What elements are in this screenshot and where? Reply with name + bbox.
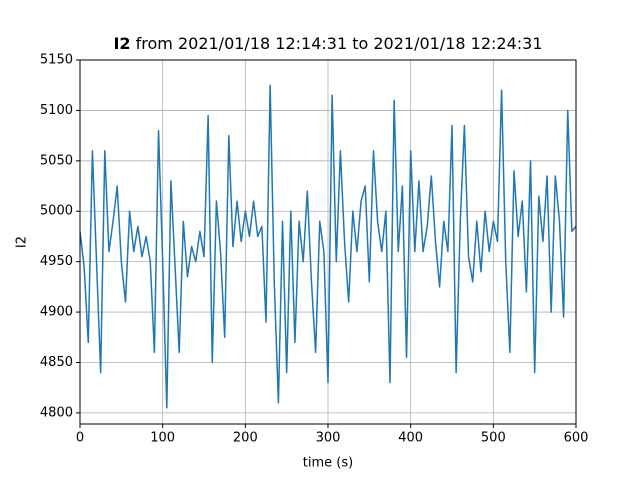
title-rest: from 2021/01/18 12:14:31 to 2021/01/18 1… xyxy=(136,34,543,53)
y-tick-label: 4800 xyxy=(40,405,73,420)
y-tick-label: 5150 xyxy=(40,53,73,68)
y-tick-label: 5000 xyxy=(40,204,73,219)
y-tick-label: 5050 xyxy=(40,153,73,168)
data-line xyxy=(79,84,577,409)
x-tick-label: 300 xyxy=(316,431,341,446)
x-tick-label: 100 xyxy=(150,431,175,446)
x-tick-label: 0 xyxy=(76,431,84,446)
title-name: I2 xyxy=(113,34,130,53)
y-tick-label: 4900 xyxy=(40,305,73,320)
x-axis-label: time (s) xyxy=(303,456,353,471)
y-tick-label: 5100 xyxy=(40,103,73,118)
y-tick-label: 4950 xyxy=(40,254,73,269)
x-tick-label: 600 xyxy=(564,431,589,446)
y-axis-label: I2 xyxy=(15,236,30,248)
x-tick-label: 500 xyxy=(481,431,506,446)
y-tick-label: 4850 xyxy=(40,355,73,370)
chart-title: I2 from 2021/01/18 12:14:31 to 2021/01/1… xyxy=(113,34,542,53)
x-tick-label: 200 xyxy=(233,431,258,446)
x-tick-label: 400 xyxy=(398,431,423,446)
plot-area xyxy=(79,84,577,409)
ticks: 0 100 200 300 400 500 600 4800 4850 4900 4950 5000 5… xyxy=(40,53,589,446)
